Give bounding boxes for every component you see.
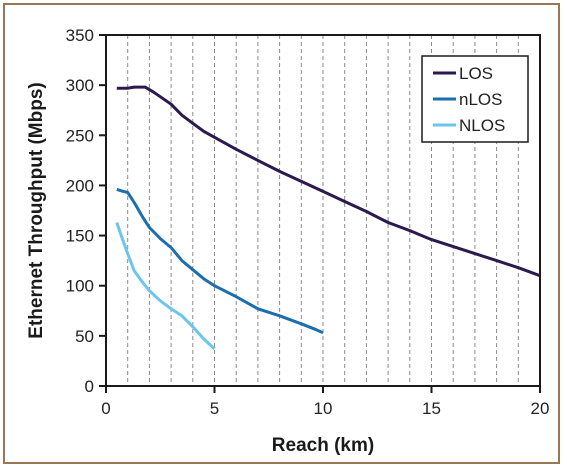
series-line-nlos xyxy=(115,222,216,351)
axis-ticks: 0 50 100 150 200 250 300 350 0 5 10 15 20 xyxy=(66,26,550,418)
x-tick-label: 15 xyxy=(422,399,441,418)
y-tick-label: 300 xyxy=(66,76,94,95)
legend: LOS nLOS NLOS xyxy=(421,55,529,143)
y-tick-label: 150 xyxy=(66,227,94,246)
y-tick-label: 250 xyxy=(66,126,94,145)
y-axis-title: Ethernet Throughput (Mbps) xyxy=(26,82,47,338)
legend-label-nlos: NLOS xyxy=(459,116,505,135)
y-tick-label: 100 xyxy=(66,277,94,296)
y-tick-label: 0 xyxy=(85,377,94,396)
series-line-nlos xyxy=(116,187,324,335)
legend-label-los: LOS xyxy=(459,64,493,83)
x-tick-label: 10 xyxy=(314,399,333,418)
y-tick-label: 50 xyxy=(75,327,94,346)
x-tick-label: 5 xyxy=(210,399,219,418)
x-tick-label: 0 xyxy=(101,399,110,418)
y-tick-label: 350 xyxy=(66,26,94,45)
legend-label-nlos: nLOS xyxy=(459,90,502,109)
x-tick-label: 20 xyxy=(531,399,550,418)
series-line-los xyxy=(116,85,541,278)
y-tick-label: 200 xyxy=(66,176,94,195)
x-axis-title: Reach (km) xyxy=(272,435,374,456)
series-lines xyxy=(115,85,541,351)
